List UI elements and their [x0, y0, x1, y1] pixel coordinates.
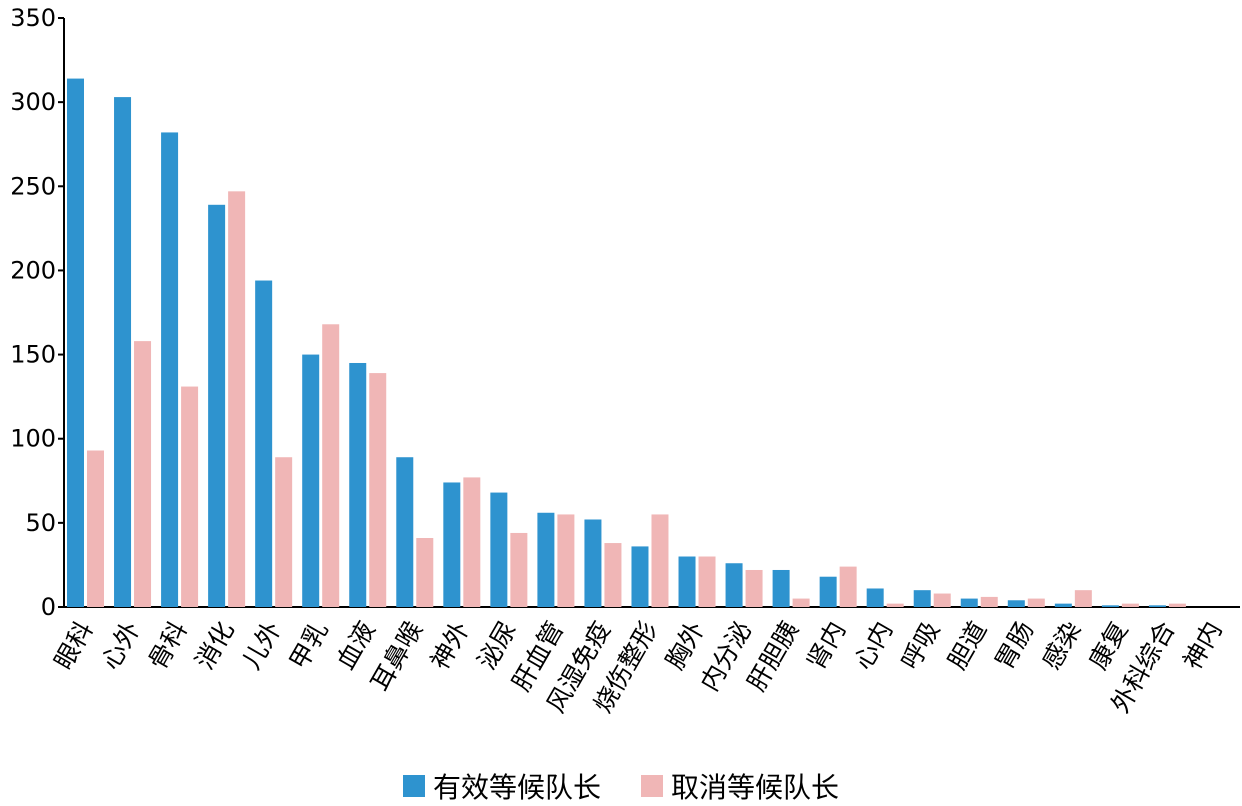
bar-series-2: [510, 532, 528, 607]
x-category-label: 甲乳: [284, 617, 334, 675]
bar-series-2: [698, 556, 716, 607]
bar-series-2: [651, 514, 669, 607]
legend-label-series-2: 取消等候队长: [671, 771, 840, 804]
bar-series-2: [228, 191, 246, 607]
legend: 有效等候队长 取消等候队长: [0, 768, 1242, 804]
bars-group: [67, 78, 1186, 608]
bar-series-1: [67, 78, 84, 607]
x-category-label: 心外: [96, 617, 146, 675]
bar-series-2: [604, 543, 622, 607]
legend-item-series-2: 取消等候队长: [641, 766, 839, 806]
y-tick-label: 50: [25, 509, 56, 537]
bar-series-1: [255, 280, 273, 607]
bar-series-2: [1168, 603, 1186, 607]
bar-series-1: [302, 354, 320, 607]
bar-series-1: [584, 519, 602, 607]
legend-swatch-series-2: [641, 775, 663, 797]
bar-series-1: [537, 512, 555, 607]
bar-series-2: [1121, 603, 1139, 607]
bar-series-2: [745, 569, 763, 607]
y-axis-ticks: 0 50 100 150 200 250 300 350: [10, 4, 64, 621]
x-axis-labels: 眼科心外骨科消化儿外甲乳血液耳鼻喉神外泌尿肝血管风湿免疫烧伤整形胸外内分泌肝胆胰…: [49, 617, 1228, 718]
x-category-label: 眼科: [49, 617, 99, 675]
bar-series-1: [772, 569, 790, 607]
legend-swatch-series-1: [402, 775, 425, 797]
x-category-label: 神内: [1178, 617, 1228, 675]
bar-series-1: [490, 492, 508, 607]
bar-series-1: [349, 362, 367, 607]
bar-series-1: [1148, 605, 1166, 607]
bar-series-1: [1054, 603, 1072, 607]
x-category-label: 儿外: [237, 617, 287, 675]
x-category-label: 呼吸: [895, 617, 945, 675]
y-tick-label: 100: [10, 425, 56, 453]
bar-series-2: [792, 598, 810, 607]
bar-series-1: [631, 546, 649, 607]
bar-series-1: [913, 590, 931, 607]
bar-series-1: [161, 132, 179, 608]
bar-series-2: [275, 457, 293, 607]
x-category-label: 心内: [848, 617, 898, 675]
x-category-label: 骨科: [143, 617, 193, 675]
x-category-label: 神外: [425, 617, 475, 675]
bar-series-1: [396, 457, 414, 607]
x-category-label: 胃肠: [989, 617, 1039, 675]
bar-series-2: [1027, 598, 1045, 607]
bar-series-1: [819, 576, 837, 607]
bar-series-1: [114, 97, 132, 607]
bar-series-1: [208, 204, 226, 607]
bar-series-2: [933, 593, 951, 607]
bar-series-1: [725, 563, 743, 607]
legend-label-series-1: 有效等候队长: [432, 771, 601, 804]
bar-series-2: [181, 386, 199, 607]
x-category-label: 肾内: [801, 617, 851, 675]
bar-series-1: [1007, 600, 1025, 607]
bar-series-2: [134, 341, 152, 607]
x-category-label: 感染: [1036, 617, 1086, 675]
bar-series-2: [1074, 590, 1092, 607]
bar-series-2: [886, 603, 904, 607]
y-tick-label: 150: [10, 341, 56, 369]
y-tick-label: 300: [10, 88, 56, 116]
x-category-label: 胆道: [942, 617, 992, 675]
bar-series-2: [557, 514, 575, 607]
bar-chart: 0 50 100 150 200 250 300 350 眼科心外骨科消化儿外甲乳血液耳鼻喉神…: [10, 4, 1240, 718]
bar-series-1: [1101, 605, 1119, 607]
y-tick-label: 350: [10, 4, 56, 32]
bar-series-1: [866, 588, 884, 607]
bar-series-2: [416, 538, 434, 607]
legend-item-series-1: 有效等候队长: [402, 766, 601, 806]
y-tick-label: 250: [10, 172, 56, 200]
bar-series-2: [463, 477, 481, 607]
bar-series-2: [839, 566, 857, 607]
bar-series-1: [678, 556, 696, 607]
y-tick-label: 0: [41, 593, 56, 621]
bar-series-2: [87, 450, 104, 607]
bar-series-1: [960, 598, 978, 607]
x-category-label: 消化: [190, 617, 240, 675]
bar-series-1: [443, 482, 461, 607]
y-tick-label: 200: [10, 256, 56, 284]
bar-series-2: [322, 324, 340, 607]
bar-series-2: [980, 596, 998, 607]
bar-series-2: [369, 373, 387, 607]
